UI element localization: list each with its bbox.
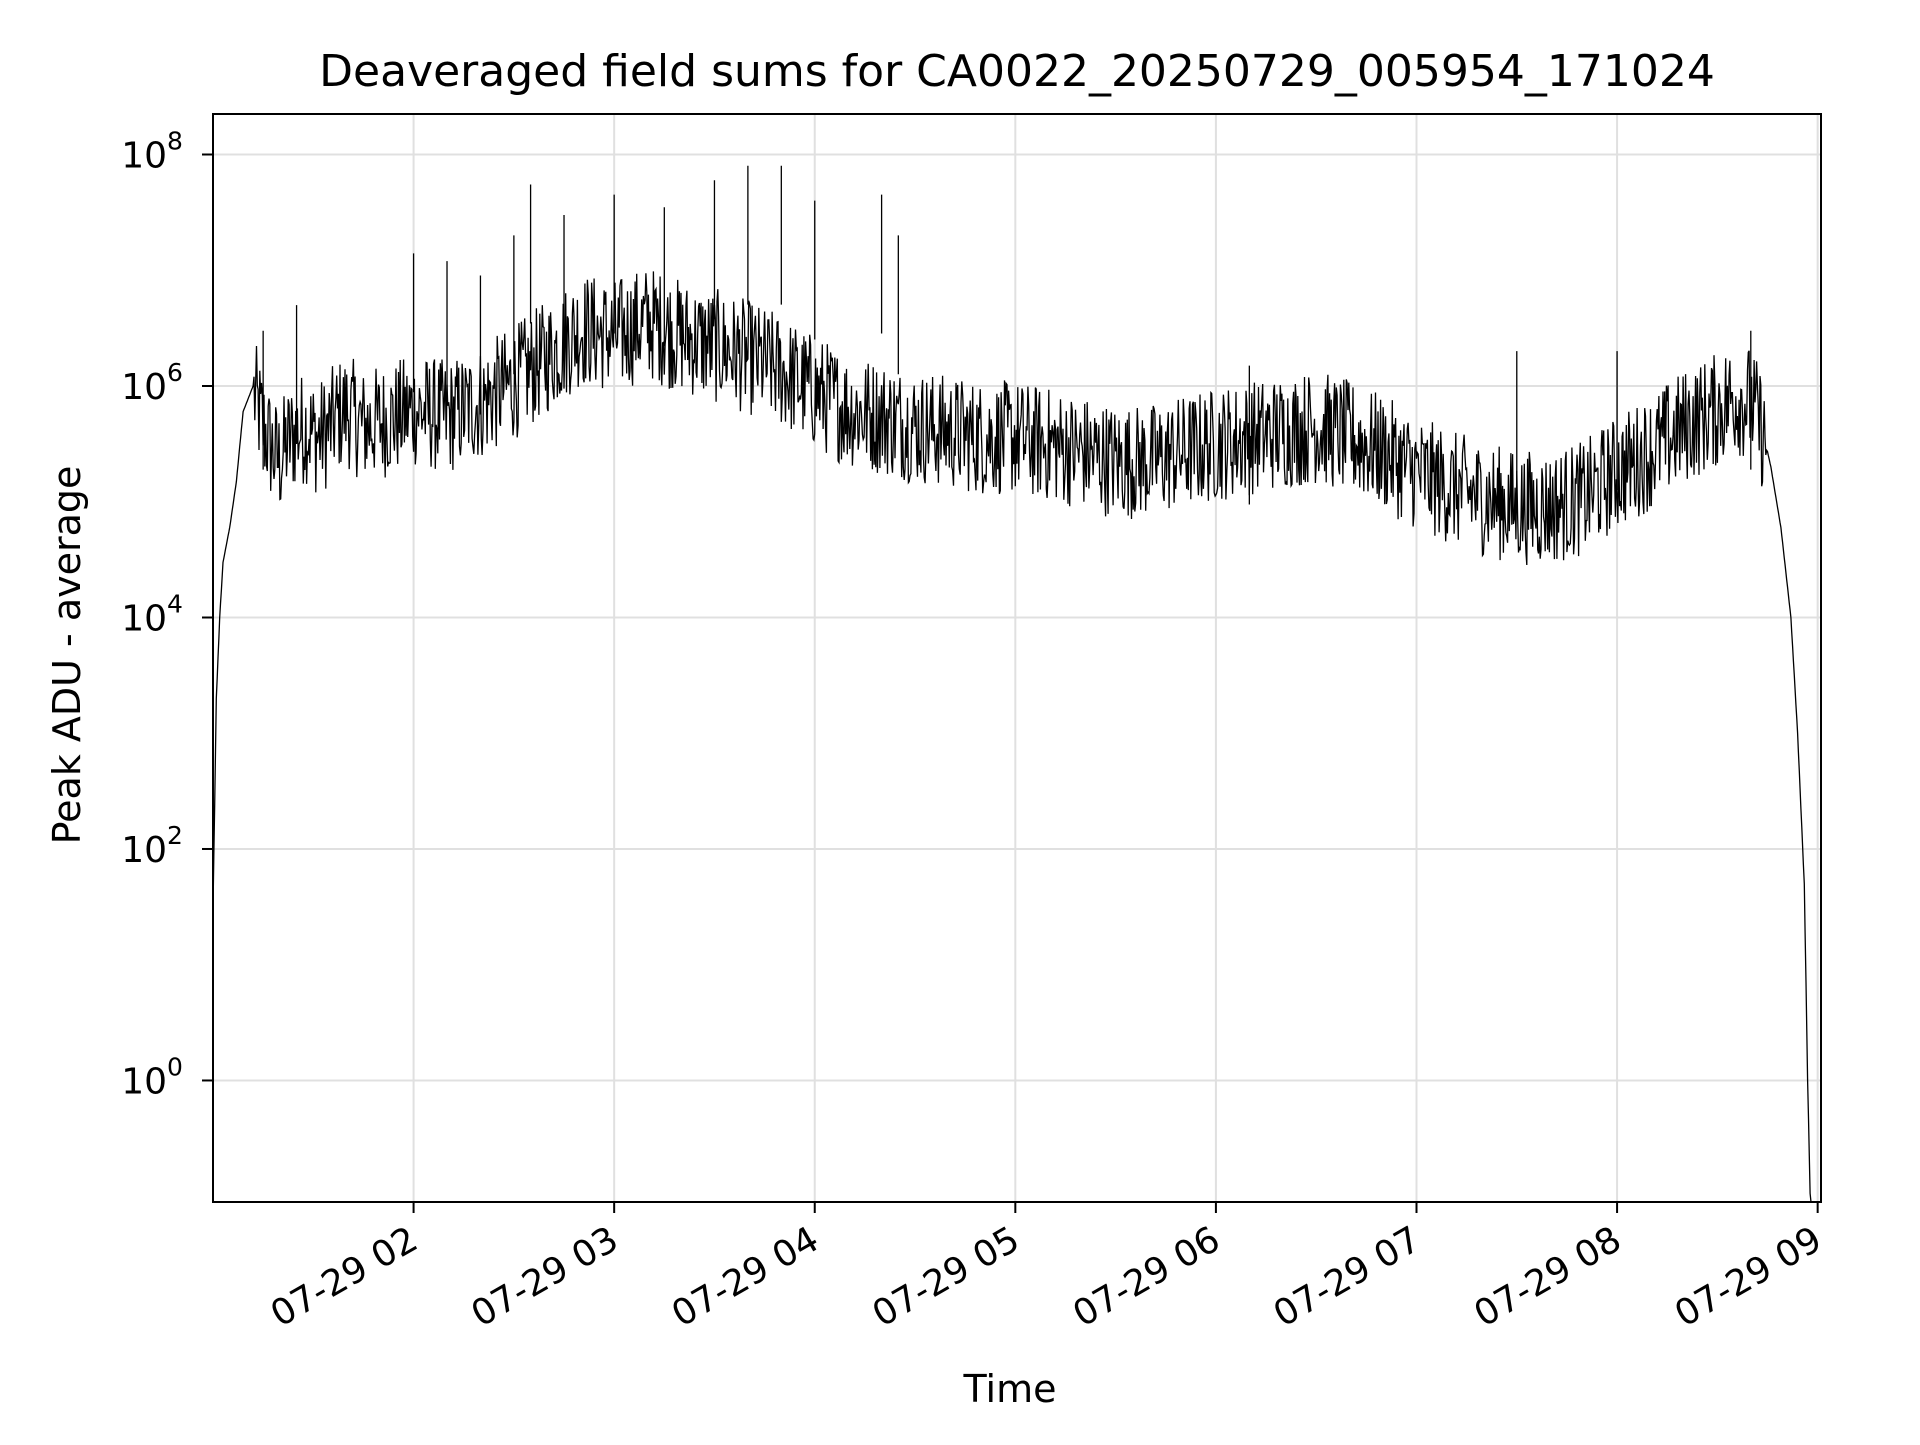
y-tick-label: 10	[121, 598, 167, 639]
y-tick-label: 10	[121, 830, 167, 871]
plot-frame	[212, 113, 1822, 1203]
y-tick-exponent: 2	[167, 821, 183, 850]
y-tick-label: 10	[121, 136, 167, 177]
y-tick-label: 10	[121, 367, 167, 408]
x-axis-label: Time	[963, 1367, 1057, 1411]
series-line	[212, 271, 1812, 1203]
chart-title: Deaveraged field sums for CA0022_2025072…	[319, 46, 1715, 97]
series-lines	[212, 165, 1812, 1203]
y-tick-label: 10	[121, 1061, 167, 1102]
y-tick-exponent: 8	[167, 127, 183, 156]
y-tick-exponent: 4	[167, 589, 183, 618]
y-tick-exponent: 6	[167, 358, 183, 387]
y-tick-exponent: 0	[167, 1052, 183, 1081]
y-axis-label: Peak ADU - average	[45, 466, 89, 845]
